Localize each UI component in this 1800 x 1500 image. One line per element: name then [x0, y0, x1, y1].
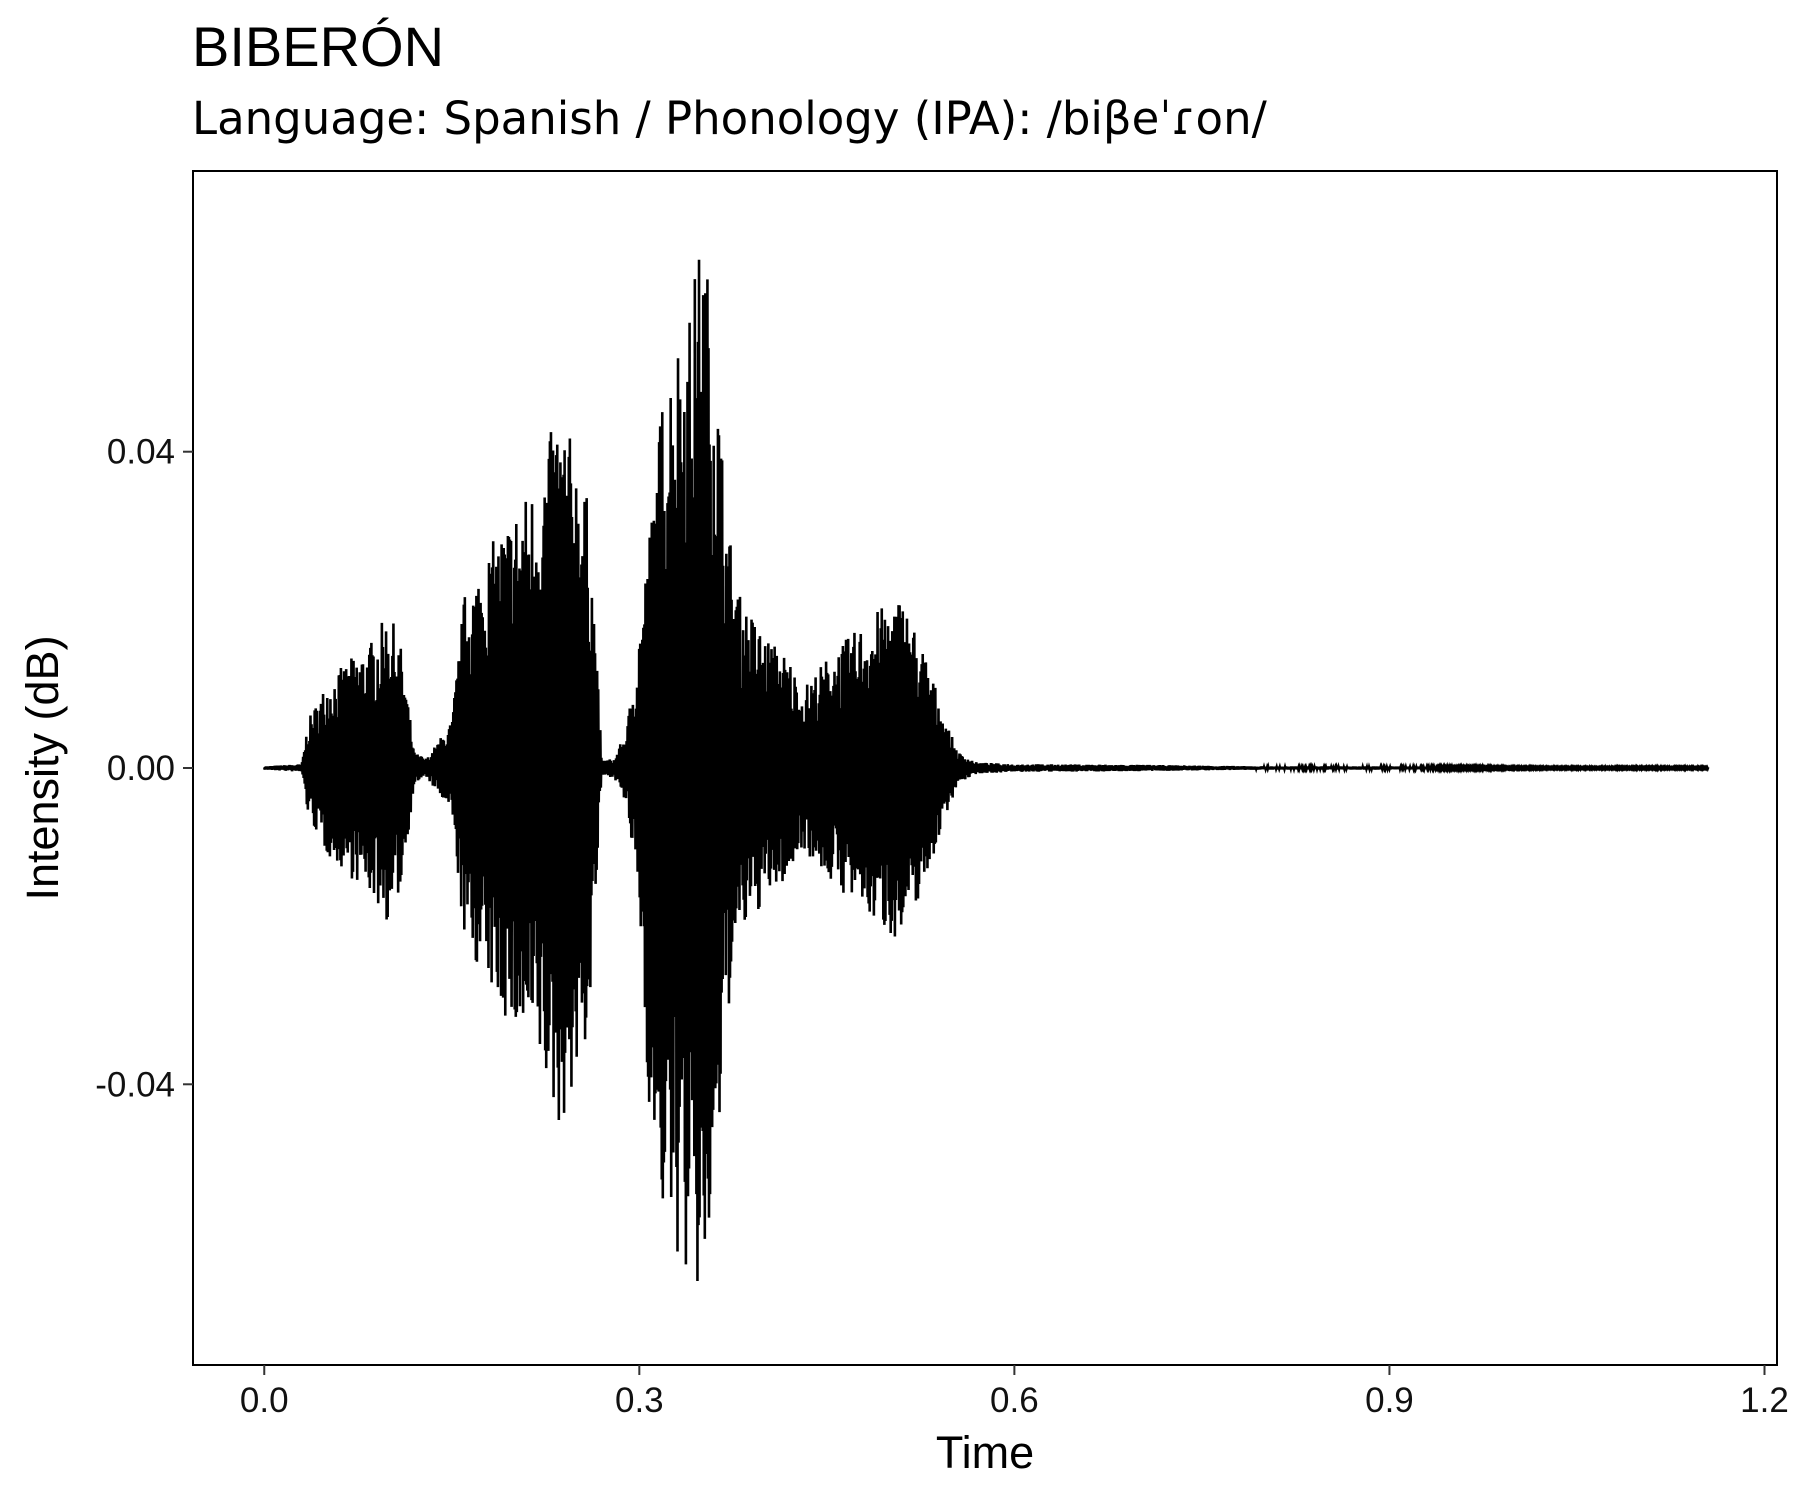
waveform-series: [262, 259, 1710, 1281]
x-axis: 0.0 0.3 0.6 0.9 1.2: [240, 1365, 1789, 1420]
y-tick-label: -0.04: [95, 1065, 175, 1104]
chart-subtitle: Language: Spanish / Phonology (IPA): /bi…: [192, 92, 1267, 145]
x-axis-title: Time: [936, 1427, 1034, 1478]
chart-title: BIBERÓN: [192, 15, 445, 78]
y-axis: -0.04 0.00 0.04: [95, 433, 193, 1104]
y-tick-label: 0.04: [107, 433, 175, 472]
x-tick-label: 0.6: [990, 1381, 1039, 1420]
y-axis-title: Intensity (dB): [17, 635, 68, 900]
waveform-line: [262, 259, 1710, 1281]
x-tick-label: 0.3: [615, 1381, 664, 1420]
x-tick-label: 0.0: [240, 1381, 289, 1420]
y-tick-label: 0.00: [107, 749, 175, 788]
x-tick-label: 0.9: [1365, 1381, 1414, 1420]
x-tick-label: 1.2: [1740, 1381, 1789, 1420]
